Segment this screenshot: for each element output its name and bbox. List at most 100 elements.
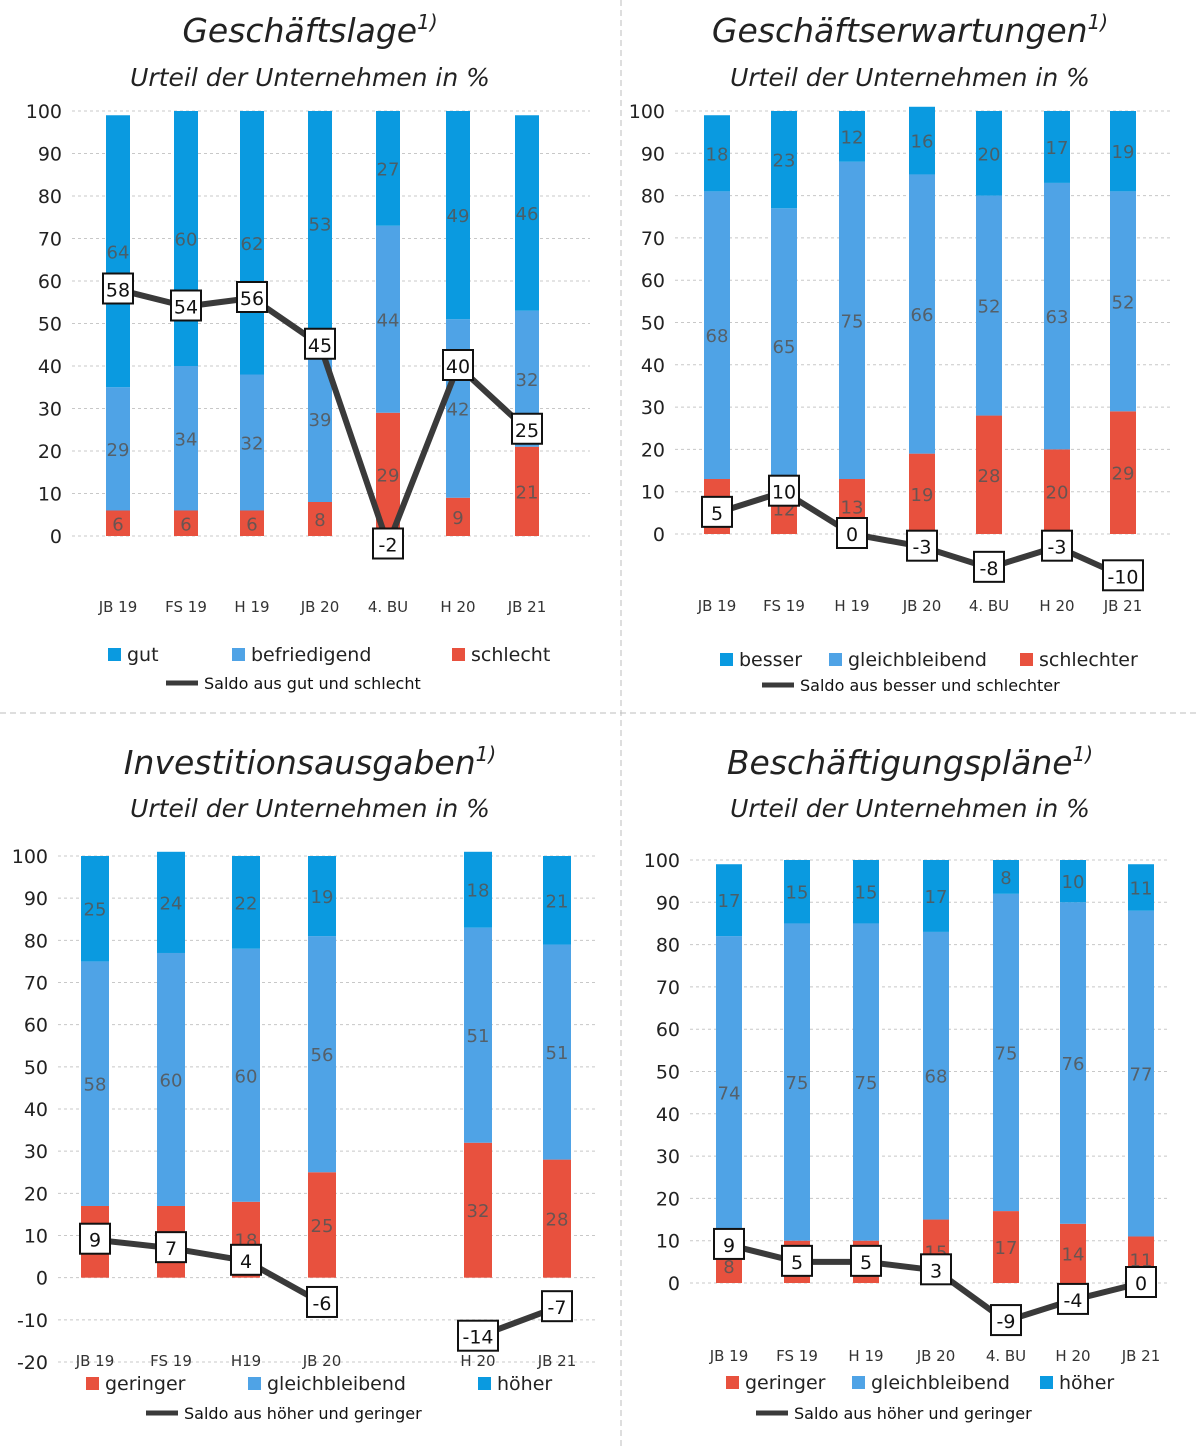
bar-value-label: 19 [911, 485, 934, 506]
legend-swatch-besser [720, 653, 733, 666]
bar-value-label: 8 [314, 510, 325, 531]
saldo-marker [541, 1290, 573, 1323]
bar-value-label: 6 [246, 514, 257, 535]
legend-swatch-schlechter [1020, 653, 1033, 666]
saldo-marker [304, 327, 336, 360]
bar-value-label: 21 [546, 891, 569, 912]
bar-segment-gleichbleibend [976, 195, 1002, 416]
chart-title-text: Investitionsausgaben [124, 743, 476, 782]
x-tick-label: JB 20 [902, 597, 942, 615]
bar-segment-gleichbleibend [464, 927, 492, 1143]
bar-value-label: 12 [841, 127, 864, 148]
saldo-value-label: 40 [446, 356, 470, 378]
bar-value-label: 28 [978, 466, 1001, 487]
chart-subtitle: Urteil der Unternehmen in % [130, 63, 490, 92]
y-tick-label: 50 [38, 314, 62, 336]
y-tick-label: 40 [656, 1104, 680, 1126]
bar-value-label: 32 [241, 434, 264, 455]
y-tick-label: 100 [629, 101, 665, 123]
chart-subtitle: Urteil der Unternehmen in % [130, 794, 490, 823]
x-tick-label: JB 21 [1121, 1347, 1161, 1365]
bar-value-label: 27 [377, 159, 400, 180]
saldo-marker [442, 349, 474, 381]
legend-label: geringer [745, 1372, 826, 1394]
bar-segment-befriedigend [376, 225, 400, 413]
legend-swatch-geringer [726, 1376, 739, 1389]
bar-value-label: 46 [516, 204, 539, 225]
chart-title-footnote: 1) [476, 742, 497, 766]
chart-title-text: Geschäftserwartungen [712, 11, 1088, 50]
x-tick-label: H 19 [834, 597, 869, 615]
bar-segment-gleichbleibend [232, 948, 260, 1202]
bar-segment-höher [923, 860, 949, 932]
y-tick-label: 30 [641, 397, 665, 419]
y-tick-label: 60 [38, 271, 62, 293]
legend-label: gleichbleibend [871, 1372, 1010, 1394]
saldo-marker [973, 550, 1005, 583]
y-tick-label: 30 [656, 1146, 680, 1168]
x-tick-label: FS 19 [150, 1352, 192, 1370]
bar-segment-schlecht [174, 510, 198, 536]
saldo-value-label: 0 [846, 524, 858, 546]
saldo-marker [457, 1319, 499, 1352]
bar-value-label: 77 [1130, 1065, 1153, 1086]
bar-value-label: 51 [546, 1043, 569, 1064]
bar-value-label: 24 [160, 893, 183, 914]
bar-segment-gleichbleibend [704, 191, 730, 480]
bar-segment-schlechter [1044, 449, 1070, 534]
bar-value-label: 52 [978, 297, 1001, 318]
bar-segment-gut [376, 111, 400, 226]
saldo-value-label: 25 [515, 420, 539, 442]
bar-segment-höher [308, 856, 336, 937]
bar-segment-besser [704, 115, 730, 192]
bar-value-label: 8 [723, 1257, 734, 1278]
y-tick-label: 90 [24, 888, 48, 910]
bar-value-label: 21 [516, 482, 539, 503]
bar-value-label: 56 [311, 1045, 334, 1066]
bar-segment-geringer [993, 1211, 1019, 1283]
chart-panel-4: Beschäftigungspläne1) Urteil der Unterneh… [644, 742, 1170, 1423]
chart-title-text: Geschäftslage [182, 11, 417, 50]
x-tick-label: H 20 [460, 1352, 495, 1370]
x-tick-label: H 19 [848, 1347, 883, 1365]
bar-segment-gleichbleibend [839, 161, 865, 480]
y-tick-label: 10 [656, 1231, 680, 1253]
y-tick-label: 10 [38, 484, 62, 506]
x-tick-label: H19 [231, 1352, 261, 1370]
bar-value-label: 15 [786, 883, 809, 904]
bar-segment-gleichbleibend [1060, 902, 1086, 1224]
x-tick-label: JB 19 [98, 598, 138, 616]
bar-segment-gleichbleibend [853, 923, 879, 1241]
saldo-value-label: 5 [711, 503, 723, 525]
bar-value-label: 18 [467, 881, 490, 902]
x-tick-label: JB 19 [709, 1347, 749, 1365]
y-tick-label: 10 [641, 482, 665, 504]
bar-segment-höher [784, 860, 810, 924]
saldo-marker [102, 272, 134, 305]
x-tick-label: 4. BU [986, 1347, 1026, 1365]
bar-segment-besser [1044, 111, 1070, 183]
chart-title-text: Beschäftigungspläne [727, 743, 1073, 782]
y-tick-label: 90 [641, 143, 665, 165]
saldo-marker [836, 517, 868, 549]
bar-segment-schlecht [106, 510, 130, 536]
bar-value-label: 66 [911, 305, 934, 326]
y-tick-label: 10 [24, 1226, 48, 1248]
chart-subtitle: Urteil der Unternehmen in % [730, 63, 1090, 92]
bar-segment-höher [464, 851, 492, 928]
y-tick-label: -20 [17, 1352, 48, 1374]
saldo-value-label: -9 [997, 1311, 1016, 1333]
bar-segment-höher [993, 860, 1019, 894]
legend-label: gut [127, 644, 159, 666]
bar-segment-gut [446, 111, 470, 320]
saldo-value-label: 9 [89, 1230, 101, 1252]
bar-value-label: 74 [718, 1084, 741, 1105]
x-tick-label: H 20 [440, 598, 475, 616]
legend-label: schlecht [471, 644, 550, 666]
bar-value-label: 68 [925, 1067, 948, 1088]
saldo-value-label: -14 [462, 1327, 493, 1349]
saldo-marker [155, 1231, 187, 1264]
bar-segment-höher [716, 864, 742, 937]
x-tick-label: H 20 [1039, 597, 1074, 615]
bar-segment-höher [157, 851, 185, 953]
